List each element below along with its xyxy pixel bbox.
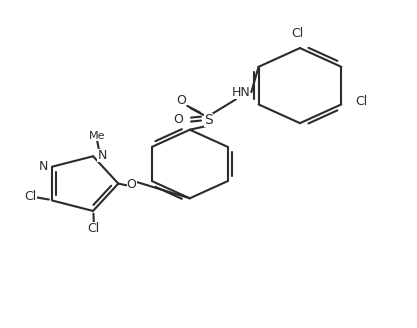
Text: O: O bbox=[176, 94, 186, 107]
Text: N: N bbox=[98, 149, 107, 162]
Text: O: O bbox=[173, 113, 183, 126]
Text: Cl: Cl bbox=[292, 27, 304, 40]
Text: Cl: Cl bbox=[355, 95, 367, 108]
Text: N: N bbox=[38, 159, 48, 173]
Text: S: S bbox=[204, 113, 213, 127]
Text: Cl: Cl bbox=[25, 190, 37, 203]
Text: O: O bbox=[127, 178, 136, 191]
Text: Cl: Cl bbox=[88, 222, 100, 236]
Text: Me: Me bbox=[89, 131, 106, 141]
Text: HN: HN bbox=[231, 86, 250, 99]
